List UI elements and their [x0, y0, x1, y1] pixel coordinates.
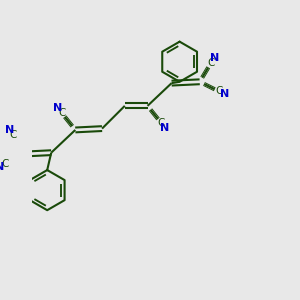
- Text: C: C: [58, 108, 65, 118]
- Text: C: C: [10, 130, 17, 140]
- Text: C: C: [215, 86, 223, 97]
- Text: N: N: [220, 89, 230, 99]
- Text: N: N: [209, 53, 219, 63]
- Text: N: N: [0, 162, 4, 172]
- Text: N: N: [5, 125, 15, 135]
- Text: C: C: [207, 58, 214, 68]
- Text: N: N: [160, 123, 170, 133]
- Text: C: C: [158, 118, 165, 128]
- Text: C: C: [2, 159, 9, 169]
- Text: N: N: [53, 103, 62, 113]
